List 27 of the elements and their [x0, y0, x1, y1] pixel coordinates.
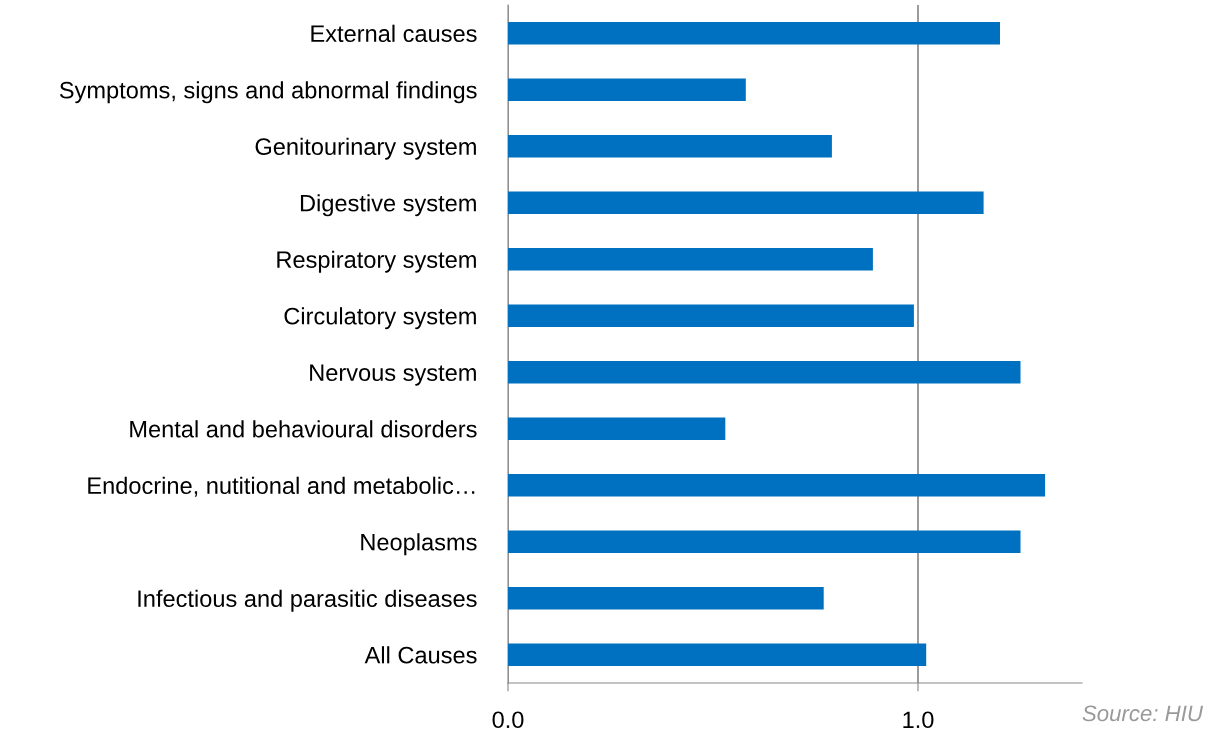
bar	[508, 78, 746, 102]
x-tick-label: 0.0	[492, 711, 524, 729]
x-tick-label: 1.0	[903, 711, 934, 729]
bar	[508, 360, 1021, 384]
bar	[508, 134, 832, 158]
bar	[508, 473, 1046, 497]
bar	[508, 21, 1000, 45]
bar	[508, 304, 914, 328]
y-tick-label: Nervous system	[310, 364, 476, 386]
y-tick-label: Endocrine, nutitional and metabolic…	[88, 476, 475, 497]
source-note: Source: HIU	[1082, 705, 1204, 722]
y-tick-label: Circulatory system	[284, 307, 476, 330]
y-tick-label: Infectious and parasitic diseases	[138, 589, 477, 612]
y-tick-label: Genitourinary system	[255, 137, 476, 160]
y-tick-label: Symptoms, signs and abnormal findings	[59, 81, 477, 104]
bar	[508, 247, 873, 271]
bar	[508, 417, 726, 441]
y-tick-label: Mental and behavioural disorders	[130, 420, 477, 438]
bar	[508, 530, 1021, 554]
y-tick-label: Neoplasms	[361, 533, 477, 556]
y-tick-label: All Causes	[364, 646, 477, 664]
y-tick-label: Digestive system	[300, 194, 476, 217]
y-tick-label: External causes	[311, 24, 477, 43]
bar	[508, 191, 984, 215]
bar	[508, 643, 927, 667]
y-tick-label: Respiratory system	[277, 250, 476, 273]
bar	[508, 586, 824, 610]
